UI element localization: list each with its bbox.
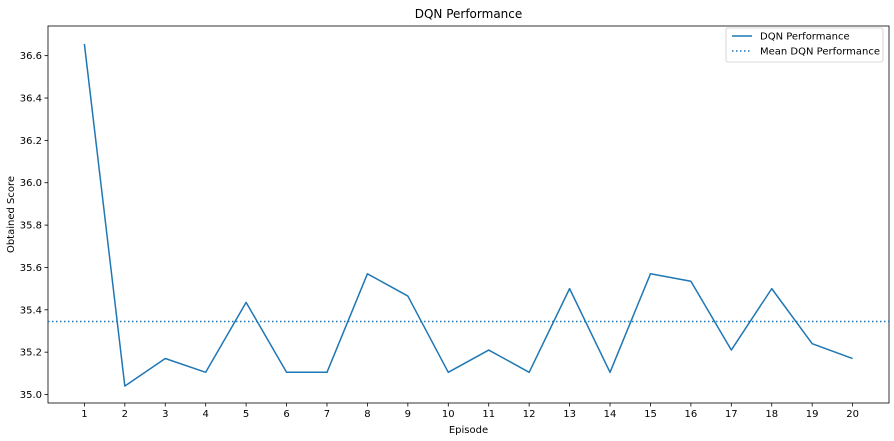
x-tick-label: 12	[523, 409, 536, 420]
y-tick-label: 35.4	[20, 305, 42, 316]
x-tick-label: 20	[846, 409, 859, 420]
x-tick-label: 14	[604, 409, 617, 420]
y-tick-label: 35.2	[20, 348, 42, 359]
x-tick-label: 10	[442, 409, 455, 420]
x-tick-label: 6	[283, 409, 289, 420]
x-tick-label: 17	[725, 409, 738, 420]
y-tick-label: 36.6	[20, 51, 42, 62]
x-tick-label: 18	[765, 409, 778, 420]
legend-box	[725, 27, 884, 63]
y-tick-label: 35.0	[20, 390, 42, 401]
y-axis-title: Obtained Score	[6, 176, 17, 253]
x-axis-title: Episode	[449, 425, 488, 436]
chart-title: DQN Performance	[415, 7, 523, 21]
x-tick-label: 13	[563, 409, 576, 420]
series-line-dqn-performance	[83, 43, 853, 387]
y-tick-label: 35.8	[20, 221, 42, 232]
x-tick-label: 1	[81, 409, 87, 420]
x-tick-label: 2	[122, 409, 128, 420]
y-tick-label: 35.6	[20, 263, 42, 274]
legend-label-mean-dqn-performance: Mean DQN Performance	[760, 47, 880, 58]
plot-frame	[47, 25, 890, 404]
x-axis: 1 2 3 4 5 6 7 8 9 10 11 12 13 14 15 16 17 18 19 20	[81, 403, 859, 420]
plot-area: 1 2 3 4 5 6 7 8 9 10 11 12 13 14 15 16 17 18 19 20 35.035.2…	[20, 25, 890, 420]
x-tick-label: 8	[364, 409, 370, 420]
legend: DQN Performance Mean DQN Performance	[725, 27, 884, 63]
y-tick-label: 36.4	[20, 94, 42, 105]
x-tick-label: 5	[243, 409, 249, 420]
x-tick-label: 3	[162, 409, 168, 420]
y-tick-label: 36.2	[20, 136, 42, 147]
y-tick-label: 36.0	[20, 178, 42, 189]
x-tick-label: 15	[644, 409, 657, 420]
legend-label-dqn-performance: DQN Performance	[760, 32, 850, 43]
x-tick-label: 4	[203, 409, 209, 420]
x-tick-label: 16	[685, 409, 698, 420]
x-tick-label: 7	[324, 409, 330, 420]
series-lines	[83, 43, 853, 387]
x-tick-label: 19	[806, 409, 819, 420]
x-tick-label: 11	[482, 409, 495, 420]
y-axis: 35.0 35.2 35.4 35.6 35.8 36.0 36.2 36.4 36.6	[20, 51, 48, 401]
x-tick-label: 9	[405, 409, 411, 420]
